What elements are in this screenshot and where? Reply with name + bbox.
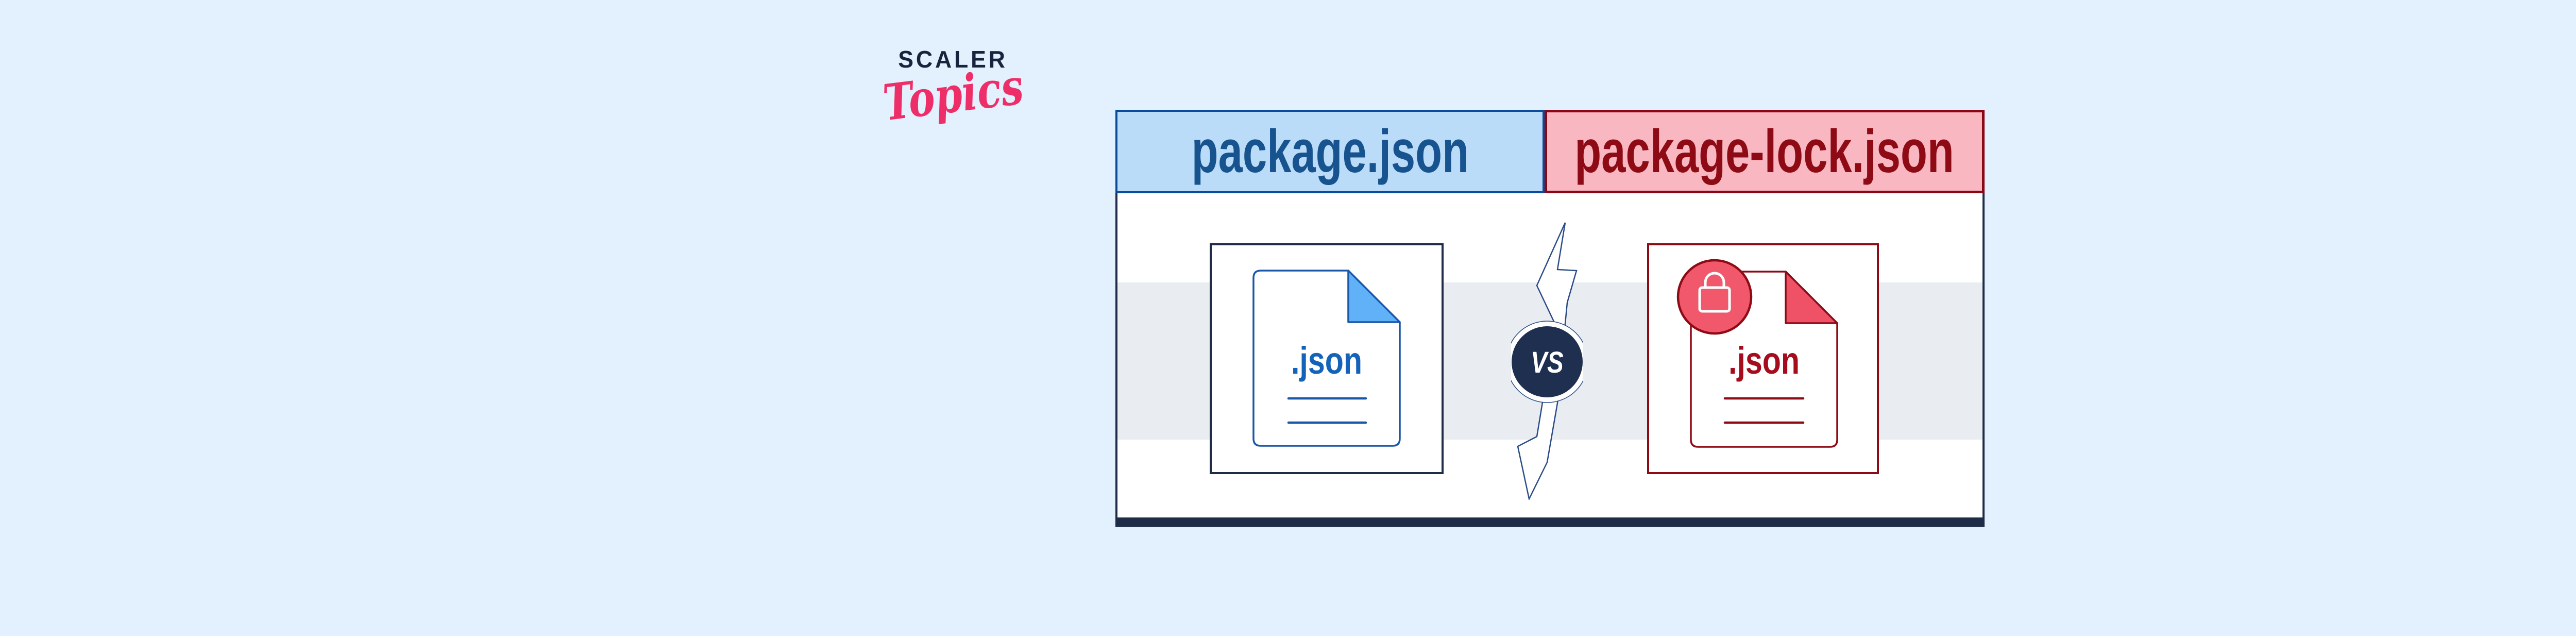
logo-script-text: Topics <box>879 57 1027 132</box>
json-file-label: .json <box>1291 340 1362 382</box>
package-json-file-tile: .json <box>1210 243 1444 477</box>
package-lock-json-file-tile: .json <box>1647 243 1879 477</box>
vs-divider: VS <box>1506 222 1588 503</box>
package-json-header: package.json <box>1115 110 1545 193</box>
package-json-header-label: package.json <box>1191 118 1469 186</box>
lock-badge <box>1676 259 1753 335</box>
json-document-icon-blue: .json <box>1210 243 1444 474</box>
json-file-label: .json <box>1728 340 1800 382</box>
vs-badge <box>1512 326 1583 397</box>
lightning-bolt-icon: VS <box>1506 222 1588 501</box>
json-document-icon-red: .json <box>1647 243 1879 474</box>
vs-label: VS <box>1531 346 1563 380</box>
folded-corner <box>1785 271 1838 324</box>
folded-corner <box>1347 270 1401 323</box>
comparison-body: VS .json <box>1115 193 1985 517</box>
package-lock-json-header-label: package-lock.json <box>1574 118 1955 186</box>
package-lock-json-header: package-lock.json <box>1545 110 1985 193</box>
scaler-topics-logo: SCALER Topics <box>876 45 1030 132</box>
comparison-card: package.json package-lock.json VS <box>1115 110 1985 527</box>
comparison-header-row: package.json package-lock.json <box>1115 110 1985 193</box>
card-bottom-bar <box>1115 517 1985 527</box>
lock-icon <box>1698 272 1731 313</box>
logo-brand-text: SCALER <box>898 46 1008 73</box>
